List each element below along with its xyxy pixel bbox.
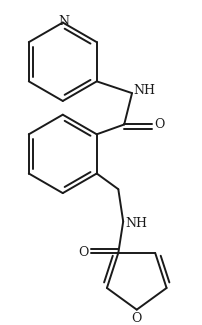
Text: NH: NH	[133, 84, 155, 97]
Text: O: O	[154, 118, 164, 131]
Text: O: O	[131, 312, 141, 325]
Text: N: N	[58, 15, 69, 28]
Text: NH: NH	[124, 217, 146, 230]
Text: O: O	[77, 246, 88, 259]
